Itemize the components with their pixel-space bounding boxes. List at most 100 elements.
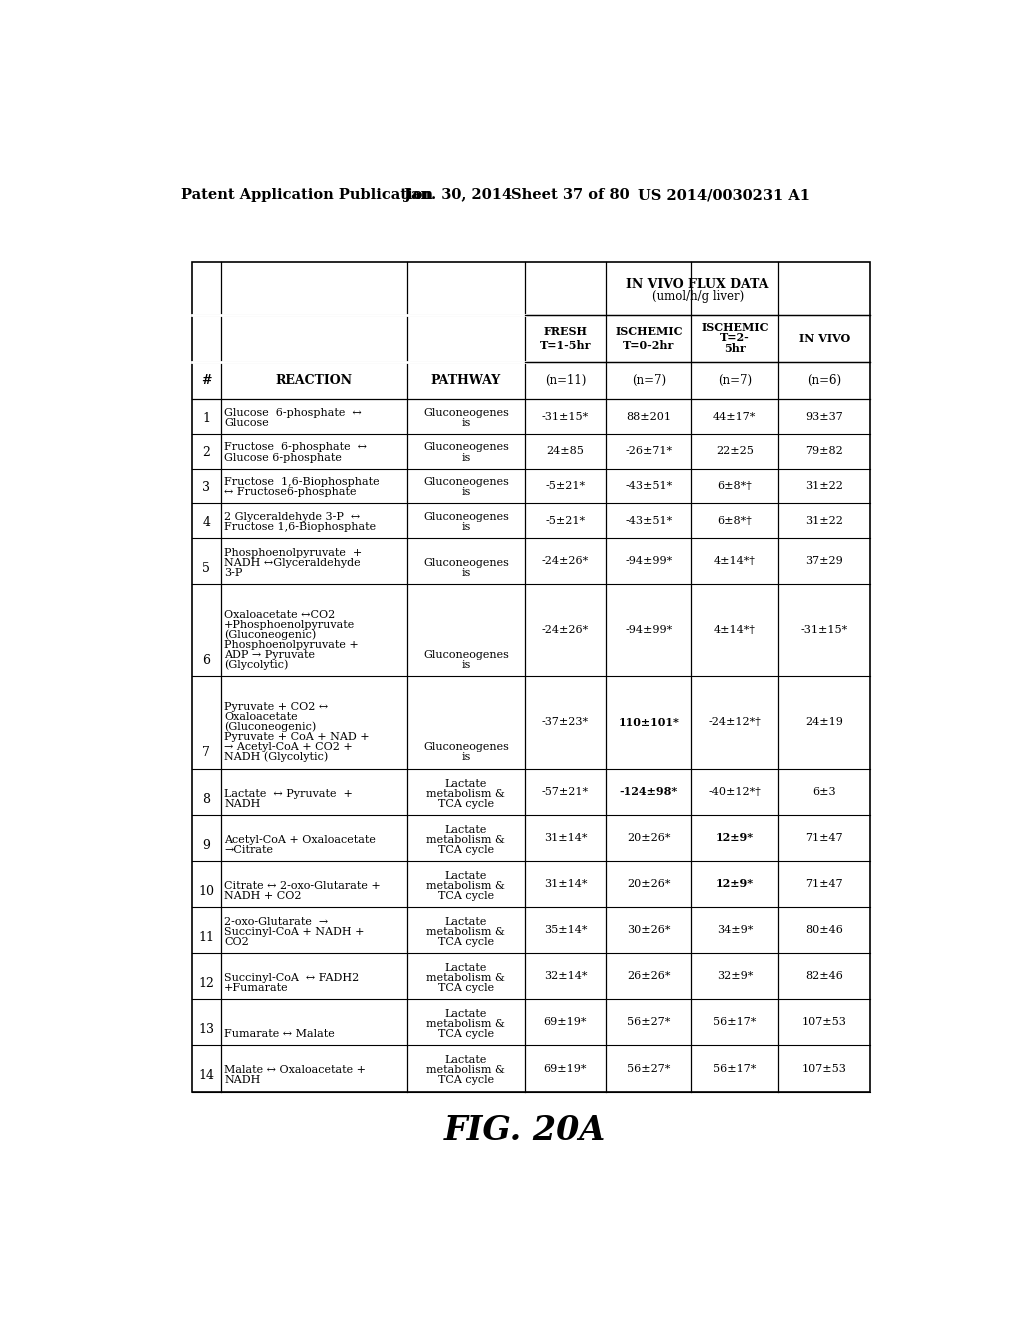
Text: ISCHEMIC: ISCHEMIC [701, 322, 769, 334]
Text: 6±8*†: 6±8*† [718, 480, 753, 491]
Text: is: is [461, 487, 471, 498]
Text: metabolism &: metabolism & [426, 834, 505, 845]
Text: Gluconeogenes: Gluconeogenes [423, 477, 509, 487]
Text: Oxaloacetate: Oxaloacetate [224, 713, 298, 722]
Text: T=2-: T=2- [720, 333, 750, 343]
Text: NADH + CO2: NADH + CO2 [224, 891, 302, 902]
Text: 1: 1 [203, 412, 210, 425]
Text: 31±14*: 31±14* [544, 879, 587, 888]
Text: -94±99*: -94±99* [626, 626, 673, 635]
Text: FIG. 20A: FIG. 20A [443, 1114, 606, 1147]
Text: +Phosphoenolpyruvate: +Phosphoenolpyruvate [224, 620, 355, 630]
Text: (n=7): (n=7) [718, 375, 752, 388]
Text: 4±14*†: 4±14*† [714, 626, 756, 635]
Text: Phosphoenolpyruvate +: Phosphoenolpyruvate + [224, 640, 358, 651]
Text: metabolism &: metabolism & [426, 880, 505, 891]
Text: -5±21*: -5±21* [546, 480, 586, 491]
Text: 69±19*: 69±19* [544, 1018, 587, 1027]
Text: 2: 2 [203, 446, 210, 459]
Text: ↔ Fructose6-phosphate: ↔ Fructose6-phosphate [224, 487, 356, 498]
Text: -24±26*: -24±26* [542, 626, 589, 635]
Text: (Glycolytic): (Glycolytic) [224, 660, 289, 671]
Text: Gluconeogenes: Gluconeogenes [423, 558, 509, 568]
Text: metabolism &: metabolism & [426, 973, 505, 983]
Text: T=0-2hr: T=0-2hr [624, 341, 675, 351]
Text: Fructose 1,6-Biophosphate: Fructose 1,6-Biophosphate [224, 521, 376, 532]
Text: -37±23*: -37±23* [542, 718, 589, 727]
Text: FRESH: FRESH [544, 326, 588, 337]
Text: 5hr: 5hr [724, 343, 745, 354]
Text: Pyruvate + CoA + NAD +: Pyruvate + CoA + NAD + [224, 733, 370, 742]
Text: 8: 8 [203, 792, 210, 805]
Text: IN VIVO: IN VIVO [799, 333, 850, 345]
Text: T=1-5hr: T=1-5hr [540, 341, 591, 351]
Text: TCA cycle: TCA cycle [438, 937, 494, 946]
Bar [191, 263, 870, 1092]
Text: -43±51*: -43±51* [626, 480, 673, 491]
Text: Gluconeogenes: Gluconeogenes [423, 408, 509, 418]
Text: metabolism &: metabolism & [426, 788, 505, 799]
Text: 110±101*: 110±101* [618, 717, 679, 729]
Text: -31±15*: -31±15* [801, 626, 848, 635]
Text: TCA cycle: TCA cycle [438, 891, 494, 902]
Text: is: is [461, 521, 471, 532]
Text: Gluconeogenes: Gluconeogenes [423, 742, 509, 752]
Text: 9: 9 [203, 838, 210, 851]
Text: NADH: NADH [224, 1076, 260, 1085]
Text: Oxaloacetate ↔CO2: Oxaloacetate ↔CO2 [224, 610, 335, 620]
Text: metabolism &: metabolism & [426, 927, 505, 937]
Text: 11: 11 [199, 931, 214, 944]
Text: Lactate  ↔ Pyruvate  +: Lactate ↔ Pyruvate + [224, 788, 353, 799]
Text: →Citrate: →Citrate [224, 845, 273, 855]
Text: (Gluconeogenic): (Gluconeogenic) [224, 722, 316, 733]
Text: 56±27*: 56±27* [627, 1064, 671, 1073]
Text: Lactate: Lactate [444, 871, 487, 880]
Text: is: is [461, 752, 471, 763]
Text: 71±47: 71±47 [806, 879, 843, 888]
Text: Sheet 37 of 80: Sheet 37 of 80 [511, 189, 630, 202]
Text: NADH (Glycolytic): NADH (Glycolytic) [224, 752, 329, 763]
Text: 4±14*†: 4±14*† [714, 556, 756, 566]
Text: Gluconeogenes: Gluconeogenes [423, 512, 509, 521]
Text: -24±26*: -24±26* [542, 556, 589, 566]
Text: 88±201: 88±201 [627, 412, 672, 421]
Text: 10: 10 [199, 884, 214, 898]
Text: TCA cycle: TCA cycle [438, 845, 494, 855]
Text: 71±47: 71±47 [806, 833, 843, 843]
Text: 82±46: 82±46 [806, 972, 844, 981]
Text: Phosphoenolpyruvate  +: Phosphoenolpyruvate + [224, 548, 362, 558]
Text: 3: 3 [203, 480, 210, 494]
Text: Gluconeogenes: Gluconeogenes [423, 651, 509, 660]
Text: Succinyl-CoA + NADH +: Succinyl-CoA + NADH + [224, 927, 365, 937]
Text: REACTION: REACTION [275, 375, 352, 388]
Text: -94±99*: -94±99* [626, 556, 673, 566]
Text: Lactate: Lactate [444, 964, 487, 973]
Text: 6: 6 [203, 655, 210, 667]
Text: 20±26*: 20±26* [627, 833, 671, 843]
Text: 79±82: 79±82 [806, 446, 843, 457]
Text: US 2014/0030231 A1: US 2014/0030231 A1 [638, 189, 810, 202]
Text: 69±19*: 69±19* [544, 1064, 587, 1073]
Text: 31±22: 31±22 [806, 480, 844, 491]
Text: (n=6): (n=6) [807, 375, 842, 388]
Text: NADH ↔Glyceraldehyde: NADH ↔Glyceraldehyde [224, 558, 360, 568]
Text: 56±27*: 56±27* [627, 1018, 671, 1027]
Text: 12: 12 [199, 977, 214, 990]
Text: Lactate: Lactate [444, 917, 487, 927]
Text: -26±71*: -26±71* [626, 446, 673, 457]
Text: 6±8*†: 6±8*† [718, 516, 753, 525]
Text: 37±29: 37±29 [806, 556, 843, 566]
Text: 22±25: 22±25 [716, 446, 754, 457]
Text: (umol/h/g liver): (umol/h/g liver) [651, 289, 743, 302]
Text: -124±98*: -124±98* [620, 787, 678, 797]
Text: 26±26*: 26±26* [627, 972, 671, 981]
Text: NADH: NADH [224, 799, 260, 809]
Text: is: is [461, 660, 471, 671]
Text: → Acetyl-CoA + CO2 +: → Acetyl-CoA + CO2 + [224, 742, 353, 752]
Text: is: is [461, 453, 471, 462]
Text: TCA cycle: TCA cycle [438, 983, 494, 993]
Text: Succinyl-CoA  ↔ FADH2: Succinyl-CoA ↔ FADH2 [224, 973, 359, 983]
Text: Citrate ↔ 2-oxo-Glutarate +: Citrate ↔ 2-oxo-Glutarate + [224, 880, 381, 891]
Text: 56±17*: 56±17* [713, 1064, 757, 1073]
Text: 32±9*: 32±9* [717, 972, 753, 981]
